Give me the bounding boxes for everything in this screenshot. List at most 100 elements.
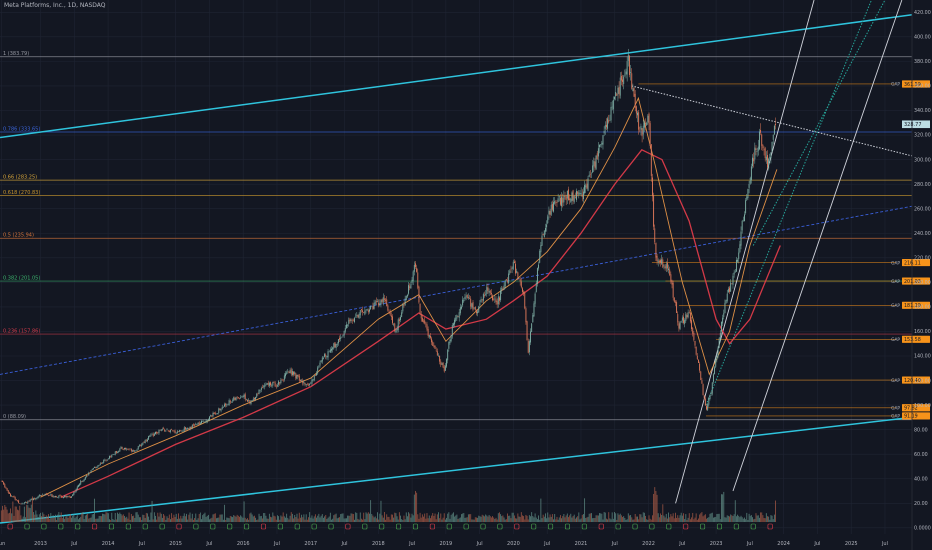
volume-bar [243,501,245,522]
candle-body [664,266,666,269]
candle-body [726,293,728,302]
volume-bar [429,518,431,522]
candle-body [273,382,275,384]
volume-bar [688,513,690,522]
candle-body [687,312,689,318]
volume-bar [428,515,430,522]
volume-bar [229,515,231,522]
candle-body [620,75,622,81]
candle-body [458,312,460,319]
candle-body [69,496,71,498]
volume-bar [554,514,556,522]
volume-bar [227,517,229,522]
earnings-marker [514,523,520,530]
candle-body [19,503,21,504]
gap-price-badge [902,301,930,309]
candle-body [111,454,113,458]
volume-bar [633,519,635,522]
candle-body [252,398,254,401]
volume-bar [474,517,476,522]
volume-bar [535,517,537,522]
volume-bar [69,514,71,522]
candle-body [467,297,469,299]
volume-bar [7,513,9,522]
candle-body [512,261,514,269]
candle-body [769,156,771,159]
trendline-white [732,0,903,492]
candle-body [214,413,216,415]
gap-price-badge [902,404,930,412]
y-tick-label: 220.00 [914,255,931,261]
candle-body [187,427,189,430]
candle-body [466,294,468,299]
volume-bar [75,516,77,522]
fib-level-label: 0.66 (283.25) [3,175,37,181]
volume-bar [420,517,422,522]
y-tick-label: 40.00 [914,476,928,482]
volume-bar [263,513,265,522]
volume-bar [286,513,288,522]
volume-bar [296,513,298,522]
candle-body [423,320,424,322]
candle-body [340,337,342,339]
candle-body [10,493,12,497]
candle-body [745,200,747,214]
volume-bar [425,518,427,522]
candle-body [435,349,437,351]
candle-body [58,495,60,498]
volume-bar [76,515,78,522]
volume-bar [59,517,61,522]
candle-body [339,337,341,340]
volume-bar [313,516,315,522]
volume-bar [114,513,116,522]
candle-body [538,264,540,269]
volume-bar [120,513,122,522]
candle-body [166,429,168,430]
volume-bar [309,512,311,522]
earnings-marker [700,523,706,530]
volume-bar [385,519,387,522]
volume-bar [640,514,642,522]
volume-bar [665,513,667,522]
candle-body [489,290,491,294]
volume-bar [423,516,424,522]
price-axis[interactable]: 0.0000 20.00 40.00 60.00 80.00 100.00 120.00 14… [911,0,931,550]
volume-bar [210,518,212,522]
candle-body [767,155,768,168]
candle-body [553,202,554,212]
volume-bar [571,517,573,522]
candle-body [80,480,82,485]
volume-bar [654,487,656,522]
candle-body [134,450,136,452]
candle-body [698,359,699,363]
volume-bar [553,519,554,522]
fib-level-label: 1 (383.79) [3,51,29,57]
volume-bar [502,515,504,522]
candle-body [770,152,772,159]
volume-bar [642,512,644,522]
candle-body [580,192,582,195]
volume-bar [699,514,701,522]
time-axis[interactable]: Jun 2013 Jul 2014 Jul 2015 Jul 2016 Jul 2017 Jul 20… [0,541,888,547]
volume-bar [681,515,683,522]
volume-bar [466,517,468,522]
volume-bar [98,515,100,522]
candle-body [386,299,388,307]
volume-bar [392,514,393,522]
volume-bar [86,514,87,522]
current-price-badge [902,120,930,129]
candle-body [105,460,107,461]
candle-body [540,245,542,253]
candle-body [122,449,124,450]
volume-bar [207,514,209,522]
candle-body [205,420,207,423]
candle-body [577,191,579,195]
volume-bar [580,518,582,522]
candle-body [217,413,219,414]
volume-bar [220,514,222,522]
y-tick-label: 320.00 [914,133,931,139]
candle-body [67,496,69,497]
volume-bar [367,512,369,522]
candle-body [8,492,10,494]
